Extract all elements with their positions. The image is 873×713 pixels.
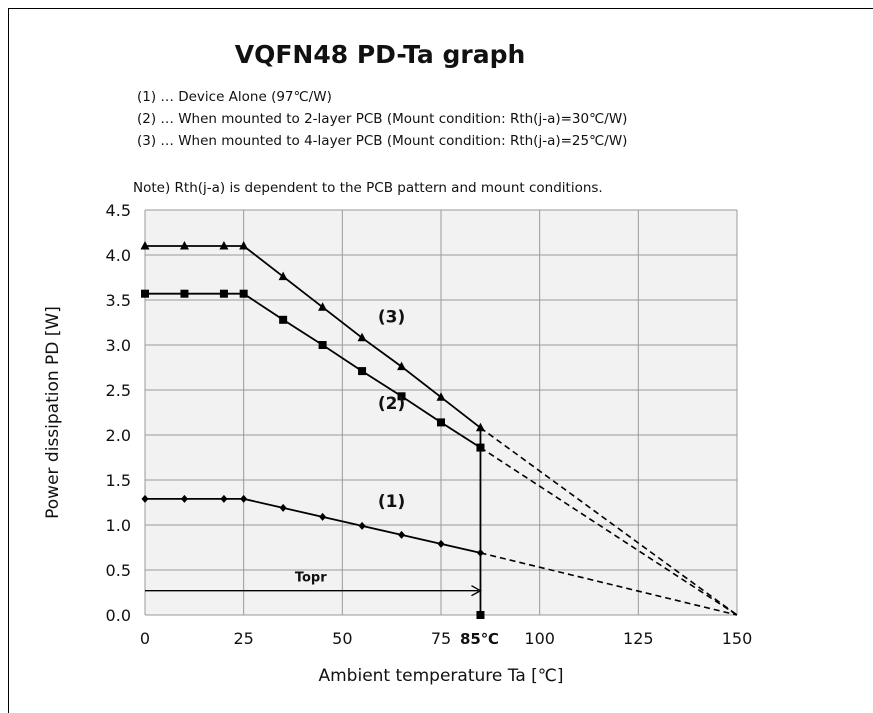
point-series-2-1 (180, 289, 189, 298)
topr-label: Topr (295, 571, 327, 586)
y-tick-label-4: 2.0 (106, 426, 131, 445)
point-series-3-8 (436, 392, 446, 401)
point-series-1-1 (180, 494, 188, 503)
y-tick-label-3: 1.5 (106, 471, 131, 490)
x-tick-label-6: 150 (722, 629, 753, 648)
y-tick-label-0: 0.0 (106, 606, 131, 625)
operating-limit-marker (476, 611, 485, 619)
point-series-3-0 (140, 241, 150, 250)
legend-line-2: (2) … When mounted to 2-layer PCB (Mount… (137, 111, 628, 127)
legend-line-3: (3) … When mounted to 4-layer PCB (Mount… (137, 133, 628, 149)
chart-note: Note) Rth(j-a) is dependent to the PCB p… (133, 180, 603, 196)
operating-limit-label: 85℃ (460, 630, 499, 648)
y-tick-label-6: 3.0 (106, 336, 131, 355)
point-series-3-6 (357, 332, 367, 342)
y-axis-label: Power dissipation PD [W] (43, 306, 63, 519)
figure-frame (8, 8, 873, 713)
chart-title: VQFN48 PD-Ta graph (234, 40, 526, 69)
point-series-2-5 (318, 341, 327, 349)
point-series-1-0 (141, 494, 149, 503)
series-line-3 (145, 245, 482, 429)
series-label-1: (1) (378, 492, 405, 512)
topr-arrowhead (471, 585, 482, 597)
point-series-1-7 (398, 530, 406, 539)
point-series-3-5 (318, 302, 328, 311)
point-series-3-2 (219, 241, 229, 250)
y-tick-label-7: 3.5 (106, 291, 131, 310)
point-series-2-7 (397, 392, 406, 401)
series-line-1 (145, 497, 481, 554)
point-series-2-3 (239, 289, 248, 298)
point-series-1-5 (319, 512, 327, 521)
point-series-2-2 (219, 289, 228, 298)
point-series-1-6 (358, 521, 366, 530)
y-tick-label-5: 2.5 (106, 381, 131, 400)
point-series-2-0 (141, 289, 149, 298)
point-series-1-8 (437, 539, 445, 548)
point-series-2-8 (437, 418, 445, 427)
x-tick-label-3: 75 (431, 629, 451, 648)
y-tick-label-9: 4.5 (106, 201, 131, 220)
point-series-1-4 (279, 503, 287, 512)
series-label-3: (3) (378, 308, 405, 328)
x-tick-label-1: 25 (233, 629, 253, 648)
x-tick-label-5: 125 (623, 629, 654, 648)
point-series-3-4 (278, 271, 288, 281)
point-series-3-1 (179, 241, 189, 250)
legend-line-1: (1) … Device Alone (97℃/W) (137, 89, 332, 105)
y-tick-label-8: 4.0 (106, 246, 131, 265)
point-series-2-4 (279, 315, 288, 324)
x-axis-label: Ambient temperature Ta [℃] (318, 666, 563, 686)
point-series-3-9 (475, 422, 485, 432)
series-label-2: (2) (378, 394, 405, 414)
point-series-2-6 (358, 367, 367, 376)
point-series-1-3 (240, 494, 248, 503)
series-3-extension (480, 552, 738, 616)
point-series-3-3 (239, 241, 249, 250)
series-2-extension (480, 446, 738, 616)
series-1-extension (479, 427, 738, 616)
x-tick-label-2: 50 (332, 629, 352, 648)
series-line-2 (145, 292, 481, 449)
y-tick-label-1: 0.5 (106, 561, 131, 580)
y-tick-label-2: 1.0 (106, 516, 131, 535)
point-series-3-7 (397, 361, 407, 371)
x-tick-label-4: 100 (524, 629, 555, 648)
point-series-1-2 (220, 494, 228, 503)
x-tick-label-0: 0 (140, 629, 150, 648)
